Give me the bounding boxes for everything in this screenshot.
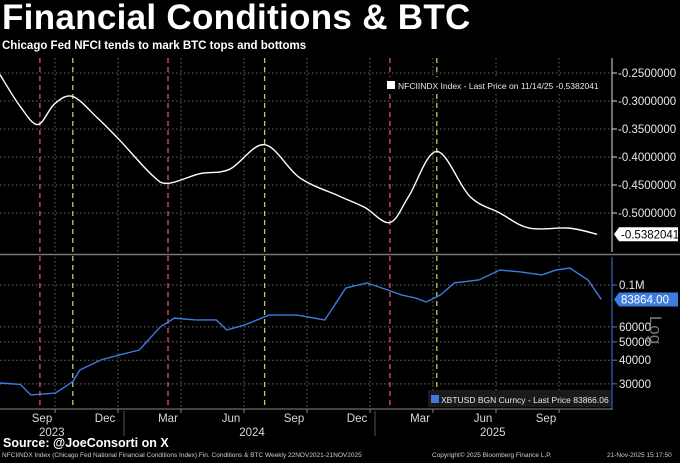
y-tick-label-bottom: 0.1M <box>619 280 645 292</box>
footer-copyright: Copyright© 2025 Bloomberg Finance L.P. <box>432 452 552 459</box>
nfci-series-line <box>0 74 598 235</box>
y-tick-label-bottom: 50000 <box>619 337 651 349</box>
x-year-label: 2024 <box>239 427 265 439</box>
chart-subtitle: Chicago Fed NFCI tends to mark BTC tops … <box>2 40 307 52</box>
last-value-badge-bottom <box>614 292 678 307</box>
legend-swatch-nfci <box>387 81 395 89</box>
last-value-top: -0.5382041 <box>621 229 679 241</box>
x-year-label: 2023 <box>39 427 65 439</box>
y-tick-label-top: -0.3000000 <box>618 96 676 108</box>
source-credit: Source: @JoeConsorti on X <box>3 436 169 450</box>
legend-label-btc: XBTUSD BGN Curncy - Last Price 83866.06 <box>441 395 609 405</box>
x-tick-label: Mar <box>410 413 430 425</box>
legend-top-background <box>382 77 610 94</box>
x-tick-label: Sep <box>32 413 52 425</box>
y-tick-label-bottom: 40000 <box>619 355 651 367</box>
footer-description: NFCIINDX Index (Chicago Fed National Fin… <box>2 452 362 459</box>
chart-title: Financial Conditions & BTC <box>2 0 471 37</box>
legend-swatch-btc <box>431 395 439 403</box>
last-value-badge-top <box>614 227 678 242</box>
y-tick-label-top: -0.5000000 <box>618 208 676 220</box>
y-tick-label-top: -0.4000000 <box>618 152 676 164</box>
x-year-label: 2025 <box>480 427 506 439</box>
y-tick-label-bottom: 30000 <box>619 379 651 391</box>
x-tick-label: Dec <box>95 413 116 425</box>
log-scale-label: Log <box>646 316 665 344</box>
legend-bottom-background <box>428 390 611 407</box>
y-tick-label-top: -0.2500000 <box>618 68 676 80</box>
footer-timestamp: 21-Nov-2025 15:17:50 <box>607 452 672 459</box>
legend-label-nfci: NFCIINDX Index - Last Price on 11/14/25 … <box>398 81 599 91</box>
x-tick-label: Jun <box>474 413 493 425</box>
y-tick-label-top: -0.4500000 <box>618 180 676 192</box>
x-tick-label: Dec <box>347 413 368 425</box>
x-tick-label: Sep <box>284 413 304 425</box>
x-tick-label: Jun <box>222 413 241 425</box>
y-tick-label-bottom: 60000 <box>619 322 651 334</box>
y-tick-label-top: -0.3500000 <box>618 124 676 136</box>
x-tick-label: Mar <box>158 413 178 425</box>
last-value-bottom: 83864.00 <box>621 294 669 306</box>
x-tick-label: Sep <box>536 413 556 425</box>
btc-series-line <box>0 267 602 396</box>
